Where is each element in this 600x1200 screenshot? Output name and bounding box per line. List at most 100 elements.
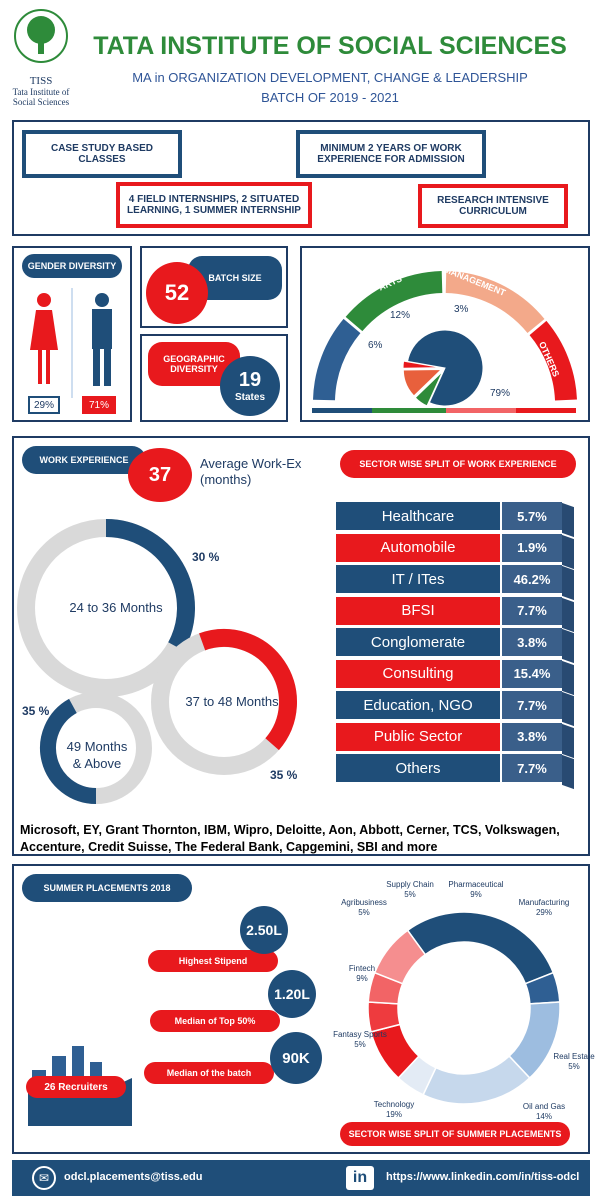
arc-arts: [345, 271, 443, 332]
pie-slice-management: [402, 369, 443, 397]
sector-name: Education, NGO: [336, 691, 500, 719]
email-link[interactable]: odcl.placements@tiss.edu: [64, 1171, 203, 1183]
summer-panel: SUMMER PLACEMENTS 2018 26 Recruiters Hig…: [12, 864, 595, 1154]
gender-figures: [30, 288, 112, 398]
sector-name: Consulting: [336, 659, 500, 688]
logo: TISS Tata Institute of Social Sciences: [6, 6, 76, 107]
sector-row: Automobile 1.9%: [336, 533, 576, 569]
sector-value: 3.8%: [502, 628, 562, 656]
gender-panel: GENDER DIVERSITY 29% 71%: [12, 246, 132, 422]
donut-slice: [406, 911, 555, 985]
summer-donut: [367, 911, 561, 1105]
donut-title: SECTOR WISE SPLIT OF SUMMER PLACEMENTS: [340, 1122, 570, 1146]
feature-case-study: CASE STUDY BASED CLASSES: [22, 130, 182, 178]
sector-value: 46.2%: [502, 565, 562, 593]
gender-label: GENDER DIVERSITY: [22, 254, 122, 278]
bar-side-decor: [562, 565, 574, 601]
donut-label-name: Supply Chain: [386, 880, 434, 889]
feature-label: CASE STUDY BASED CLASSES: [50, 143, 154, 165]
bar-side-decor: [562, 628, 574, 664]
donut-label-pct: 29%: [535, 908, 552, 917]
sector-name: IT / ITes: [336, 565, 500, 593]
donut-label-name: Technology: [373, 1100, 415, 1109]
geo-value: 19: [238, 369, 262, 391]
ring-pct-24-36: 30 %: [192, 550, 220, 564]
bar-side-decor: [562, 754, 574, 790]
donut-label-pct: 5%: [404, 890, 416, 899]
donut-label-name: Pharmaceutical: [448, 880, 504, 889]
education-chart: [312, 271, 577, 413]
donut-label-pct: 5%: [568, 1062, 580, 1071]
ring-pct-49-plus: 35 %: [22, 704, 50, 718]
linkedin-icon: in: [346, 1166, 374, 1190]
arc-others: [529, 320, 577, 401]
tree-logo-icon: [14, 9, 68, 63]
sector-row: Education, NGO 7.7%: [336, 691, 576, 727]
stat-label-median-top: Median of Top 50%: [150, 1010, 280, 1032]
donut-label-pct: 5%: [358, 908, 370, 917]
sector-value: 15.4%: [502, 659, 562, 688]
sector-row: Healthcare 5.7%: [336, 502, 576, 538]
donut-label-name: Fantasy Sports: [333, 1030, 387, 1039]
donut-slice: [422, 1055, 531, 1105]
sector-name: Public Sector: [336, 722, 500, 751]
sector-row: Consulting 15.4%: [336, 659, 576, 695]
donut-label-pct: 5%: [354, 1040, 366, 1049]
donut-label-name: Manufacturing: [518, 898, 570, 907]
donut-label: Fintech 9%: [330, 964, 394, 984]
bar-side-decor: [562, 691, 574, 727]
edu-pct-others: 3%: [454, 304, 469, 315]
female-icon: [30, 293, 58, 384]
stat-label-median-batch: Median of the batch: [144, 1062, 274, 1084]
female-pct: 29%: [28, 396, 60, 414]
sector-title: SECTOR WISE SPLIT OF WORK EXPERIENCE: [340, 450, 576, 478]
bar-side-decor: [562, 534, 574, 569]
summer-title: SUMMER PLACEMENTS 2018: [22, 874, 192, 902]
avg-workex-label: Average Work-Ex (months): [200, 456, 302, 487]
stat-value-median-batch: 90K: [270, 1032, 322, 1084]
stat-label-highest: Highest Stipend: [148, 950, 278, 972]
bar-side-decor: [562, 660, 574, 695]
donut-label: Manufacturing 29%: [512, 898, 576, 918]
sector-row: BFSI 7.7%: [336, 596, 576, 632]
sector-value: 3.8%: [502, 722, 562, 751]
edu-pct-arts: 6%: [368, 340, 383, 351]
avg-workex: 37: [128, 448, 192, 502]
bar-side-decor: [562, 502, 574, 538]
stat-value-median-top: 1.20L: [268, 970, 316, 1018]
ring-label-37-48: 37 to 48 Months: [185, 694, 279, 709]
email-icon: ✉: [32, 1166, 56, 1190]
pie-slice-others: [402, 360, 442, 369]
features-panel: CASE STUDY BASED CLASSES 4 FIELD INTERNS…: [12, 120, 590, 236]
ring-37-48: [199, 629, 297, 751]
sector-row: Others 7.7%: [336, 754, 576, 790]
donut-slice: [373, 929, 427, 985]
feature-label: RESEARCH INTENSIVE CURRICULUM: [437, 195, 549, 217]
linkedin-link[interactable]: https://www.linkedin.com/in/tiss-odcl: [386, 1171, 580, 1183]
recruiters-label: 26 Recruiters: [26, 1076, 126, 1098]
sector-name: Conglomerate: [336, 628, 500, 656]
sector-row: IT / ITes 46.2%: [336, 565, 576, 601]
sector-value: 1.9%: [502, 533, 562, 562]
feature-label: MINIMUM 2 YEARS OF WORK EXPERIENCE FOR A…: [317, 143, 465, 165]
donut-label: Agribusiness 5%: [332, 898, 396, 918]
batch-size: 52: [146, 262, 208, 324]
donut-label-name: Fintech: [348, 964, 376, 973]
feature-research: RESEARCH INTENSIVE CURRICULUM: [418, 184, 568, 228]
sector-name: BFSI: [336, 596, 500, 625]
page-subtitle: MA in ORGANIZATION DEVELOPMENT, CHANGE &…: [132, 70, 528, 85]
education-panel: ENGINEERING ARTS MANAGEMENT OTHERS 12% 3…: [300, 246, 590, 422]
logo-text: Tata Institute of Social Sciences: [12, 87, 70, 107]
edu-pct-management: 12%: [390, 310, 411, 321]
feature-internships: 4 FIELD INTERNSHIPS, 2 SITUATED LEARNING…: [116, 182, 312, 228]
geo-states: 19 States: [220, 356, 280, 416]
donut-label-pct: 9%: [470, 890, 482, 899]
sector-value: 5.7%: [502, 502, 562, 530]
edu-pct-engineering: 79%: [490, 388, 511, 399]
geo-panel: GEOGRAPHIC DIVERSITY 19 States: [140, 334, 288, 422]
donut-label-pct: 14%: [535, 1112, 552, 1121]
geo-unit: States: [234, 392, 265, 403]
sector-name: Healthcare: [336, 502, 500, 530]
companies-text: Microsoft, EY, Grant Thornton, IBM, Wipr…: [20, 823, 560, 854]
work-label: WORK EXPERIENCE: [22, 446, 146, 474]
